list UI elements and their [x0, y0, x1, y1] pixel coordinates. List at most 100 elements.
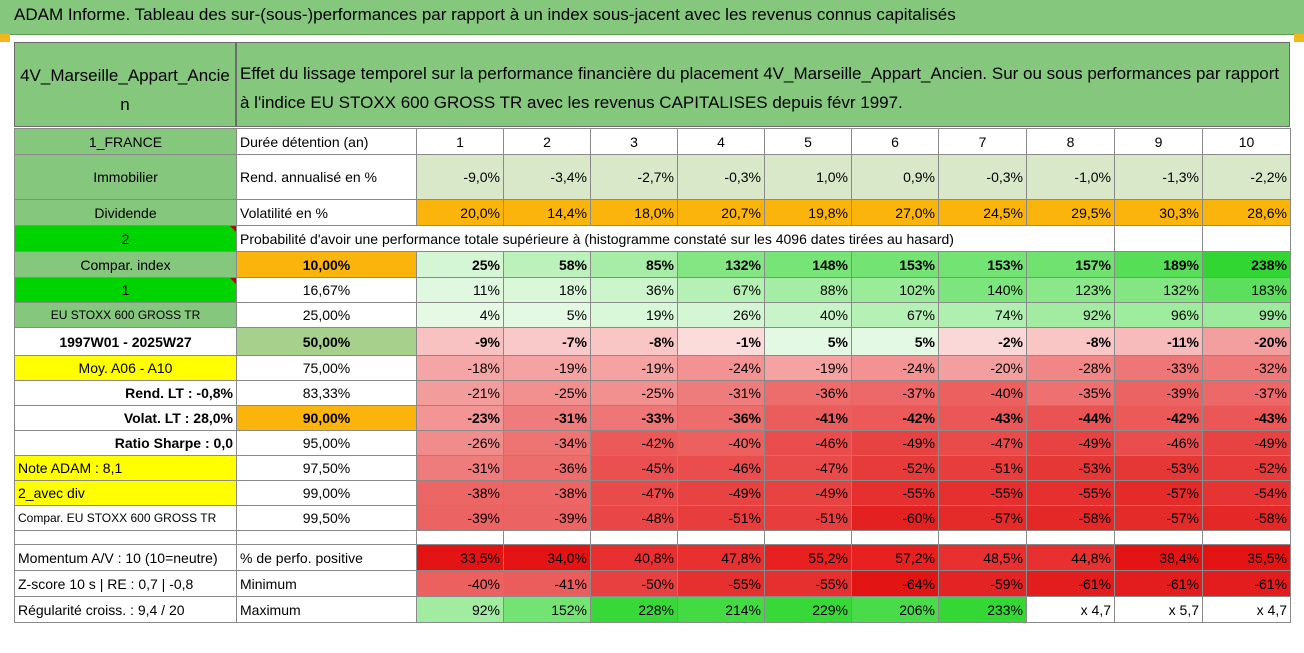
distribution-cell[interactable]: -31%	[416, 455, 504, 481]
distribution-cell[interactable]: -25%	[503, 380, 591, 406]
distribution-cell[interactable]: -39%	[1114, 380, 1203, 406]
spacer-cell[interactable]	[236, 530, 417, 545]
min-cell[interactable]: -61%	[1114, 570, 1203, 597]
distribution-cell[interactable]: 183%	[1202, 277, 1291, 303]
spacer-cell[interactable]	[14, 530, 237, 545]
regularite-label[interactable]: Régularité croiss. : 9,4 / 20	[14, 596, 237, 623]
distribution-cell[interactable]: -51%	[677, 505, 765, 531]
percentile-cell[interactable]: 83,33%	[236, 380, 417, 406]
max-cell[interactable]: 228%	[590, 596, 678, 623]
pos-cell[interactable]: 47,8%	[677, 544, 765, 571]
distribution-cell[interactable]: -49%	[1026, 430, 1115, 456]
distribution-cell[interactable]: 153%	[851, 251, 939, 278]
distribution-cell[interactable]: -42%	[1114, 405, 1203, 431]
distribution-cell[interactable]: 132%	[677, 251, 765, 278]
distribution-cell[interactable]: -21%	[416, 380, 504, 406]
distribution-cell[interactable]: -38%	[503, 480, 591, 506]
max-cell[interactable]: 229%	[764, 596, 852, 623]
pos-cell[interactable]: 34,0%	[503, 544, 591, 571]
rend-cell[interactable]: -9,0%	[416, 154, 504, 200]
min-cell[interactable]: -61%	[1202, 570, 1291, 597]
distribution-cell[interactable]: -8%	[1026, 327, 1115, 356]
rend-cell[interactable]: -2,7%	[590, 154, 678, 200]
distribution-cell[interactable]: 238%	[1202, 251, 1291, 278]
min-cell[interactable]: -55%	[764, 570, 852, 597]
distribution-cell[interactable]: 99%	[1202, 302, 1291, 328]
pos-cell[interactable]: 55,2%	[764, 544, 852, 571]
distribution-cell[interactable]: -48%	[590, 505, 678, 531]
vol-cell[interactable]: 20,0%	[416, 199, 504, 226]
period-label[interactable]: 1997W01 - 2025W27	[14, 327, 237, 356]
index-name-label[interactable]: EU STOXX 600 GROSS TR	[14, 302, 237, 328]
rend-cell[interactable]: -0,3%	[938, 154, 1027, 200]
duree-cell[interactable]: 10	[1202, 128, 1291, 155]
min-cell[interactable]: -59%	[938, 570, 1027, 597]
distribution-cell[interactable]: 25%	[416, 251, 504, 278]
zscore-label[interactable]: Z-score 10 s | RE : 0,7 | -0,8	[14, 570, 237, 597]
avec-div-label[interactable]: 2_avec div	[14, 480, 237, 506]
distribution-cell[interactable]: -37%	[851, 380, 939, 406]
distribution-cell[interactable]: -41%	[764, 405, 852, 431]
distribution-cell[interactable]: -11%	[1114, 327, 1203, 356]
compar-index-label[interactable]: Compar. index	[14, 251, 237, 278]
distribution-cell[interactable]: 11%	[416, 277, 504, 303]
distribution-cell[interactable]: -19%	[503, 355, 591, 381]
distribution-cell[interactable]: 148%	[764, 251, 852, 278]
distribution-cell[interactable]: -31%	[677, 380, 765, 406]
distribution-cell[interactable]: -36%	[503, 455, 591, 481]
distribution-cell[interactable]: -55%	[1026, 480, 1115, 506]
pos-cell[interactable]: 57,2%	[851, 544, 939, 571]
distribution-cell[interactable]: 102%	[851, 277, 939, 303]
spacer-cell[interactable]	[677, 530, 765, 545]
distribution-cell[interactable]: -57%	[1114, 480, 1203, 506]
distribution-cell[interactable]: 26%	[677, 302, 765, 328]
distribution-cell[interactable]: 67%	[677, 277, 765, 303]
percentile-cell[interactable]: 95,00%	[236, 430, 417, 456]
percentile-cell[interactable]: 99,00%	[236, 480, 417, 506]
duree-cell[interactable]: 1	[416, 128, 504, 155]
distribution-cell[interactable]: 88%	[764, 277, 852, 303]
rend-cell[interactable]: -2,2%	[1202, 154, 1291, 200]
distribution-cell[interactable]: -49%	[851, 430, 939, 456]
min-cell[interactable]: -55%	[677, 570, 765, 597]
compar-full-label[interactable]: Compar. EU STOXX 600 GROSS TR	[14, 505, 237, 531]
distribution-cell[interactable]: -57%	[1114, 505, 1203, 531]
distribution-cell[interactable]: 36%	[590, 277, 678, 303]
distribution-cell[interactable]: -9%	[416, 327, 504, 356]
min-cell[interactable]: -61%	[1026, 570, 1115, 597]
pos-cell[interactable]: 44,8%	[1026, 544, 1115, 571]
distribution-cell[interactable]: 74%	[938, 302, 1027, 328]
distribution-cell[interactable]: -39%	[503, 505, 591, 531]
duree-cell[interactable]: 3	[590, 128, 678, 155]
rend-cell[interactable]: -1,3%	[1114, 154, 1203, 200]
distribution-cell[interactable]: -24%	[677, 355, 765, 381]
duree-cell[interactable]: 9	[1114, 128, 1203, 155]
distribution-cell[interactable]: -28%	[1026, 355, 1115, 381]
distribution-cell[interactable]: -60%	[851, 505, 939, 531]
min-label[interactable]: Minimum	[236, 570, 417, 597]
num-1-label[interactable]: 1	[14, 277, 237, 303]
percentile-cell[interactable]: 97,50%	[236, 455, 417, 481]
distribution-cell[interactable]: -49%	[1202, 430, 1291, 456]
distribution-cell[interactable]: -33%	[590, 405, 678, 431]
distribution-cell[interactable]: -34%	[503, 430, 591, 456]
distribution-cell[interactable]: -39%	[416, 505, 504, 531]
vol-label[interactable]: Volatilité en %	[236, 199, 417, 226]
num-2-label[interactable]: 2	[14, 225, 237, 252]
distribution-cell[interactable]: -32%	[1202, 355, 1291, 381]
distribution-cell[interactable]: -46%	[1114, 430, 1203, 456]
distribution-cell[interactable]: -42%	[590, 430, 678, 456]
asset-name-cell[interactable]: 4V_Marseille_Appart_Ancien	[14, 42, 236, 127]
rend-cell[interactable]: 1,0%	[764, 154, 852, 200]
rend-label[interactable]: Rend. annualisé en %	[236, 154, 417, 200]
vol-cell[interactable]: 18,0%	[590, 199, 678, 226]
distribution-cell[interactable]: -57%	[938, 505, 1027, 531]
max-label[interactable]: Maximum	[236, 596, 417, 623]
momentum-label[interactable]: Momentum A/V : 10 (10=neutre)	[14, 544, 237, 571]
max-cell[interactable]: x 5,7	[1114, 596, 1203, 623]
distribution-cell[interactable]: -45%	[590, 455, 678, 481]
percentile-cell[interactable]: 99,50%	[236, 505, 417, 531]
spacer-cell[interactable]	[590, 530, 678, 545]
distribution-cell[interactable]: -36%	[677, 405, 765, 431]
distribution-cell[interactable]: -47%	[764, 455, 852, 481]
